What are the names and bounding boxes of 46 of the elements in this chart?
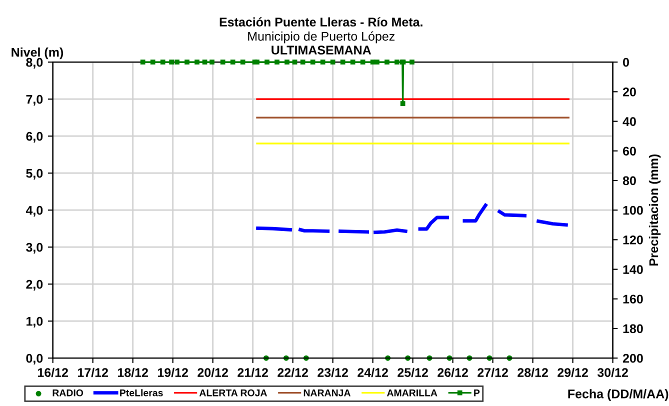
y-tick-label: 6,0	[26, 132, 43, 143]
legend-label: PteLleras	[120, 389, 163, 396]
legend-label: AMARILLA	[386, 390, 438, 396]
y-tick-label: 0,0	[26, 354, 43, 365]
text: ULTIMASEMANA	[272, 46, 372, 55]
x-axis-title: Fecha (DD/M/AA)	[568, 389, 668, 401]
x-tick-label: 30/12	[597, 368, 628, 378]
y-tick-label: 4,0	[26, 206, 43, 217]
legend-label: RADIO	[52, 389, 84, 396]
y2-tick-label: 100	[623, 206, 643, 215]
legend-label: P	[474, 390, 480, 396]
y-tick-label: 8,0	[26, 58, 43, 69]
y2-tick-label: 40	[622, 117, 636, 126]
x-tick-label: 22/12	[278, 368, 308, 378]
chart-title: Estación Puente Lleras - Río Meta.	[220, 17, 422, 27]
x-tick-label: 20/12	[198, 368, 228, 378]
x-tick-label: 21/12	[238, 368, 268, 378]
legend-label: ALERTA ROJA	[199, 389, 267, 396]
x-tick-label: 19/12	[158, 368, 188, 378]
y2-tick-label: 20	[622, 88, 636, 96]
y2-tick-label: 60	[622, 146, 636, 156]
x-tick-label: 24/12	[358, 368, 388, 378]
y2-tick-label: 180	[623, 324, 643, 334]
y2-axis-title: Precipitacion (mm)	[648, 154, 661, 266]
y2-tick-label: 120	[623, 236, 643, 244]
y2-tick-label: 140	[623, 265, 643, 274]
y-tick-label: 1,0	[26, 316, 43, 328]
x-tick-label: 25/12	[398, 368, 428, 378]
x-tick-label: 27/12	[478, 368, 508, 378]
y-tick-label: 2,0	[26, 280, 43, 291]
y2-tick-label: 80	[622, 176, 636, 186]
y2-tick-label: 0	[623, 58, 629, 67]
y2-tick-label: 200	[622, 354, 643, 363]
x-tick-label: 17/12	[78, 368, 108, 378]
chart-subtitle: Municipio de Puerto López	[248, 31, 395, 44]
x-tick-label: 18/12	[118, 368, 148, 378]
y-tick-label: 5,0	[26, 168, 43, 180]
x-tick-label: 23/12	[318, 368, 348, 378]
x-tick-label: 16/12	[38, 368, 68, 378]
y-tick-label: 3,0	[26, 242, 43, 254]
y2-tick-label: 160	[623, 294, 643, 304]
legend-label: NARANJA	[304, 390, 350, 396]
x-tick-label: 28/12	[518, 368, 548, 378]
x-tick-label: 26/12	[438, 368, 468, 378]
y-tick-label: 7,0	[26, 94, 43, 106]
x-tick-label: 29/12	[558, 368, 588, 378]
